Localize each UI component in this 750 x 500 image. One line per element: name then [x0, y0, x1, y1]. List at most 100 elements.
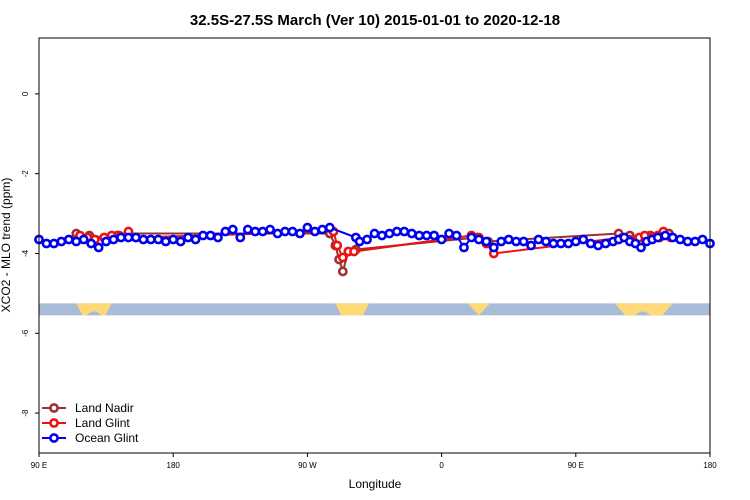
series-2-point-68 — [555, 238, 566, 249]
legend-label-0: Land Nadir — [75, 401, 134, 415]
y-tick-label-0: 0 — [21, 91, 30, 96]
legend-item-2: Ocean Glint — [42, 431, 139, 445]
series-2-point-25 — [220, 226, 231, 237]
series-2-point-85 — [667, 232, 678, 243]
series-2-point-57 — [473, 234, 484, 245]
series-2-point-63 — [518, 236, 529, 247]
series-2-point-5 — [71, 236, 82, 247]
legend-item-1: Land Glint — [42, 416, 130, 430]
series-2-point-35 — [295, 228, 305, 239]
series-2-point-42 — [362, 234, 372, 245]
series-2-point-32 — [272, 228, 283, 239]
series-2-point-17 — [160, 236, 171, 247]
series-0-point-8 — [337, 266, 348, 277]
axes: 90 E 180 90 W 0 90 E 180 0 -2 -4 -6 -8 — [21, 91, 717, 470]
series-2-point-24 — [213, 232, 223, 243]
x-tick-label-5: 180 — [703, 461, 717, 470]
series-2-point-13 — [131, 232, 141, 243]
x-tick-label-2: 90 W — [298, 461, 317, 470]
legend-label-2: Ocean Glint — [75, 431, 139, 445]
series-layer — [34, 222, 715, 277]
series-2-point-45 — [384, 228, 395, 239]
series-2-point-29 — [250, 226, 261, 237]
series-2-point-28 — [242, 224, 253, 235]
series-2-point-48 — [406, 228, 417, 239]
series-2-point-74 — [600, 238, 611, 249]
legend-item-0: Land Nadir — [42, 401, 134, 415]
series-2-point-44 — [377, 230, 387, 241]
series-2-point-39 — [324, 222, 335, 233]
y-tick-label-3: -6 — [21, 329, 30, 337]
series-2-point-61 — [503, 234, 514, 245]
series-1-point-9 — [332, 240, 343, 251]
series-2-point-21 — [190, 234, 201, 245]
land-segment-1 — [335, 303, 369, 316]
series-2-point-27 — [235, 232, 246, 243]
series-2-point-59 — [488, 242, 499, 253]
ocean-band — [39, 303, 710, 316]
chart-title: 32.5S-27.5S March (Ver 10) 2015-01-01 to… — [190, 12, 560, 29]
surface-band — [39, 303, 710, 316]
x-tick-label-4: 90 E — [568, 461, 584, 470]
land-segment-2 — [467, 303, 491, 316]
legend-marker-1 — [49, 418, 59, 428]
ocean-bump-1 — [635, 311, 651, 316]
series-2-point-71 — [578, 234, 589, 245]
series-2-point-88 — [690, 236, 700, 247]
series-2-point-56 — [466, 232, 477, 243]
series-2-point-72 — [585, 238, 596, 249]
series-2-point-26 — [227, 224, 238, 235]
series-2-point-2 — [49, 238, 59, 249]
series-2-point-18 — [168, 234, 179, 245]
series-2-point-7 — [86, 238, 97, 249]
series-2-point-87 — [682, 236, 693, 247]
y-tick-label-4: -8 — [21, 409, 30, 417]
series-2-point-34 — [287, 226, 298, 237]
series-2-point-1 — [41, 238, 52, 249]
series-2-point-49 — [414, 230, 425, 241]
series-2-point-31 — [265, 224, 276, 235]
series-2-point-37 — [309, 226, 320, 237]
x-tick-label-1: 180 — [167, 461, 181, 470]
series-2-point-70 — [570, 236, 581, 247]
series-2-point-51 — [429, 230, 440, 241]
series-2-point-84 — [660, 230, 671, 241]
series-2-point-86 — [675, 234, 686, 245]
series-2-point-3 — [56, 236, 67, 247]
series-2-point-41 — [354, 236, 365, 247]
series-2-point-16 — [153, 234, 164, 245]
series-2-point-64 — [526, 240, 536, 251]
series-2-point-14 — [138, 234, 149, 245]
land-segment-0 — [76, 303, 112, 316]
legend-marker-0 — [49, 403, 59, 413]
y-tick-label-1: -2 — [21, 170, 30, 178]
series-2-point-4 — [63, 234, 74, 245]
series-2-point-89 — [697, 234, 708, 245]
series-2-point-47 — [399, 226, 410, 237]
series-2-point-20 — [183, 232, 194, 243]
y-tick-label-2: -4 — [21, 249, 30, 257]
series-2-point-54 — [451, 230, 462, 241]
series-2-point-19 — [175, 236, 186, 247]
series-2-point-65 — [533, 234, 544, 245]
x-tick-label-0: 90 E — [31, 461, 47, 470]
series-1-point-12 — [349, 246, 359, 257]
series-2-point-15 — [145, 234, 156, 245]
series-2-point-38 — [317, 224, 328, 235]
series-2-point-22 — [198, 230, 208, 241]
x-axis-label: Longitude — [349, 477, 402, 491]
y-axis-label: XCO2 - MLO trend (ppm) — [0, 178, 13, 313]
series-2-point-30 — [257, 226, 268, 237]
series-2-point-33 — [280, 226, 290, 237]
series-2-point-43 — [369, 228, 380, 239]
legend-marker-2 — [49, 433, 59, 443]
series-2-point-52 — [436, 234, 447, 245]
series-2-point-36 — [302, 222, 313, 233]
x-tick-label-3: 0 — [439, 461, 444, 470]
series-2-point-69 — [563, 238, 574, 249]
series-2-point-80 — [636, 242, 646, 253]
ocean-bump-0 — [86, 311, 102, 316]
series-2-point-10 — [108, 234, 119, 245]
series-2-point-12 — [123, 232, 134, 243]
